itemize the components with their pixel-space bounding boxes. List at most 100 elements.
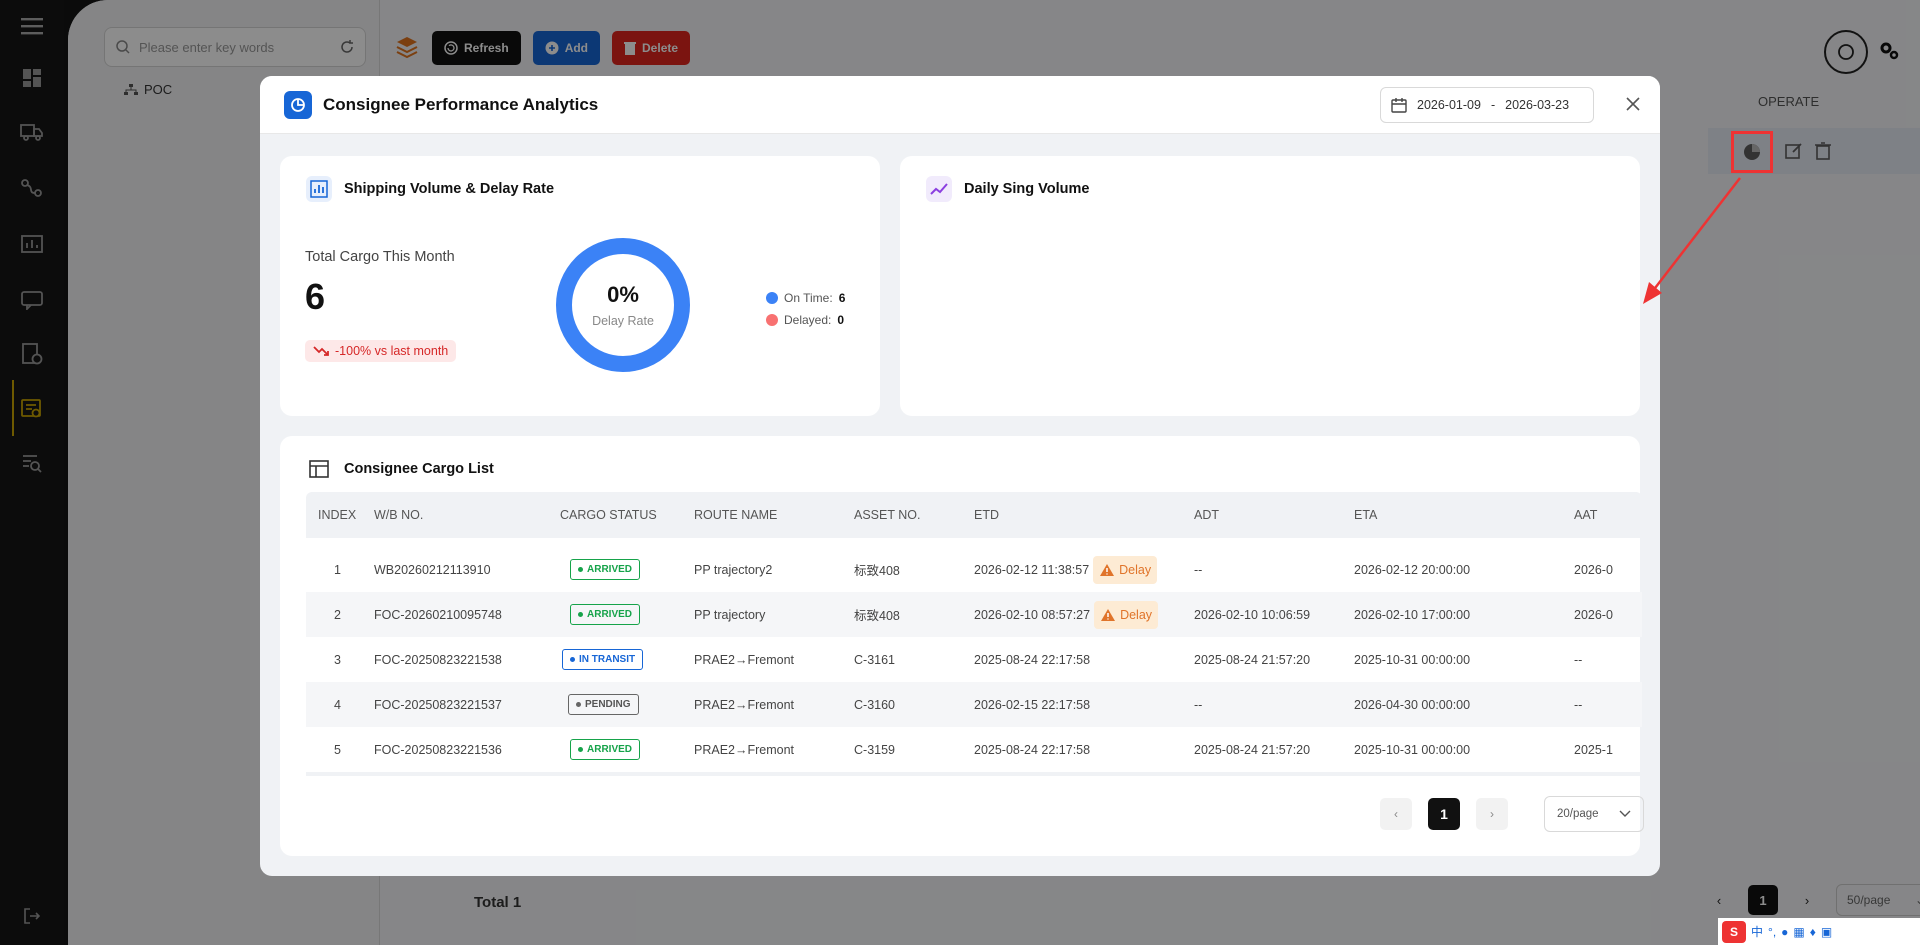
cell-eta: 2025-10-31 00:00:00	[1354, 742, 1471, 757]
card-title: Consignee Cargo List	[344, 461, 494, 477]
shirt-icon[interactable]: ♦	[1809, 924, 1816, 939]
refresh-button[interactable]: Refresh	[432, 31, 521, 65]
status-badge: PENDING	[568, 694, 639, 715]
tree-node-label: POC	[144, 82, 173, 97]
message-icon[interactable]	[18, 286, 46, 314]
next-page-button[interactable]: ›	[1804, 892, 1810, 908]
page-size-select[interactable]: 50/page ⌄	[1836, 884, 1920, 916]
prev-page-button[interactable]: ‹	[1380, 798, 1412, 830]
cell-etd: 2025-08-24 22:17:58	[974, 652, 1091, 667]
trash-icon	[624, 42, 637, 55]
table-row[interactable]: 5 FOC-20250823221536 ARRIVED PRAE2→Fremo…	[306, 727, 1642, 772]
modal-title: Consignee Performance Analytics	[323, 95, 599, 114]
cell-eta: 2025-10-31 00:00:00	[1354, 652, 1471, 667]
cell-asset: C-3161	[854, 652, 895, 667]
ime-lang[interactable]: 中	[1751, 925, 1764, 939]
total-cargo-value: 6	[305, 276, 326, 317]
cell-index: 5	[334, 742, 341, 757]
legend-value: 0	[837, 313, 845, 327]
current-page-button[interactable]: 1	[1428, 798, 1460, 830]
org-tree-icon	[124, 83, 138, 95]
trash-icon[interactable]	[1815, 141, 1831, 163]
prev-page-button[interactable]: ‹	[1716, 892, 1722, 908]
date-separator: -	[1490, 98, 1496, 112]
warning-icon	[1101, 608, 1116, 621]
refresh-icon	[444, 41, 458, 55]
microphone-icon[interactable]: ●	[1781, 924, 1789, 939]
warning-icon	[1100, 563, 1115, 576]
card-title: Daily Sing Volume	[964, 181, 1090, 197]
status-badge: ARRIVED	[570, 604, 641, 625]
date-range-picker[interactable]: 2026-01-09 - 2026-03-23	[1380, 87, 1594, 123]
tree-node-poc[interactable]: POC	[124, 82, 172, 97]
dashboard-icon[interactable]	[18, 64, 46, 92]
grid-icon[interactable]: ▣	[1820, 924, 1833, 939]
table-row[interactable]: 3 FOC-20250823221538 IN TRANSIT PRAE2→Fr…	[306, 637, 1642, 682]
refresh-icon[interactable]	[339, 39, 355, 55]
cell-wb: FOC-20250823221536	[374, 742, 502, 757]
page-size-value: 20/page	[1557, 808, 1599, 820]
keyword-search-input[interactable]: Please enter key words	[104, 27, 366, 67]
consignee-analytics-icon[interactable]	[18, 395, 46, 423]
card-header: Daily Sing Volume	[926, 176, 1089, 202]
ime-punct-icon[interactable]: °,	[1768, 924, 1777, 939]
cell-asset: 标致408	[854, 609, 900, 623]
plus-icon	[545, 41, 559, 55]
legend-item-on-time: On Time: 6	[766, 287, 845, 309]
date-start[interactable]: 2026-01-09	[1417, 98, 1481, 112]
close-icon[interactable]	[1622, 93, 1644, 115]
operate-column-header: OPERATE	[1758, 94, 1820, 109]
ime-logo-icon: S	[1722, 920, 1746, 943]
logout-icon[interactable]	[18, 902, 46, 930]
document-clock-icon[interactable]	[18, 340, 46, 368]
bar-chart-icon	[306, 176, 332, 202]
shipping-volume-card: Shipping Volume & Delay Rate Total Cargo…	[280, 156, 880, 416]
delay-rate-label: Delay Rate	[592, 314, 654, 328]
delete-button[interactable]: Delete	[612, 31, 691, 65]
next-page-button[interactable]: ›	[1476, 798, 1508, 830]
search-list-icon[interactable]	[18, 450, 46, 478]
modal-header: Consignee Performance Analytics 2026-01-…	[260, 76, 1660, 134]
cell-index: 4	[334, 697, 341, 712]
toolbar: Refresh Add Delete	[394, 31, 691, 65]
etd-value: 2026-02-12 11:38:57	[974, 562, 1090, 577]
chevron-down-icon	[1619, 810, 1631, 817]
cell-asset: C-3159	[854, 742, 895, 757]
table-row[interactable]: 1 WB20260212113910 ARRIVED PP trajectory…	[306, 547, 1642, 592]
legend-item-delayed: Delayed: 0	[766, 309, 845, 331]
page-number[interactable]: 1	[1748, 885, 1778, 915]
pie-chart-icon	[1744, 144, 1760, 160]
cell-adt: 2025-08-24 21:57:20	[1194, 742, 1311, 757]
edit-icon[interactable]	[1785, 142, 1803, 163]
delay-text: Delay	[1119, 562, 1152, 577]
col-header-aat: AAT	[1574, 507, 1598, 522]
status-badge: ARRIVED	[570, 559, 641, 580]
keyboard-icon[interactable]: ▦	[1793, 924, 1805, 939]
daily-volume-card: Daily Sing Volume	[900, 156, 1640, 416]
analytics-pie-button[interactable]	[1731, 131, 1773, 173]
legend-dot-on-time	[766, 292, 778, 304]
cell-adt: 2026-02-10 10:06:59	[1194, 607, 1311, 622]
calendar-icon	[1391, 98, 1407, 113]
add-button[interactable]: Add	[532, 31, 601, 65]
cell-wb: WB20260212113910	[374, 562, 491, 577]
global-search-button[interactable]	[1824, 30, 1868, 74]
cell-index: 3	[334, 652, 341, 667]
table-row[interactable]: 4 FOC-20250823221537 PENDING PRAE2→Fremo…	[306, 682, 1642, 727]
consignee-analytics-modal: Consignee Performance Analytics 2026-01-…	[260, 76, 1660, 876]
hamburger-menu-icon[interactable]	[18, 12, 46, 40]
truck-icon[interactable]	[18, 118, 46, 146]
cell-asset: 标致408	[854, 564, 900, 578]
ime-toolbar[interactable]: S 中 °, ● ▦ ♦ ▣	[1718, 918, 1920, 945]
route-icon[interactable]	[18, 174, 46, 202]
table-row[interactable]: 2 FOC-20260210095748 ARRIVED PP trajecto…	[306, 592, 1642, 637]
report-icon[interactable]	[18, 230, 46, 258]
page-size-value: 50/page	[1847, 893, 1891, 907]
status-text: IN TRANSIT	[579, 654, 636, 665]
cell-aat: --	[1574, 652, 1583, 667]
left-nav-sidebar	[0, 0, 64, 945]
date-end[interactable]: 2026-03-23	[1505, 98, 1570, 112]
page-size-select[interactable]: 20/page	[1544, 796, 1644, 832]
settings-gear-icon[interactable]	[1878, 40, 1900, 65]
cell-adt: 2025-08-24 21:57:20	[1194, 652, 1311, 667]
